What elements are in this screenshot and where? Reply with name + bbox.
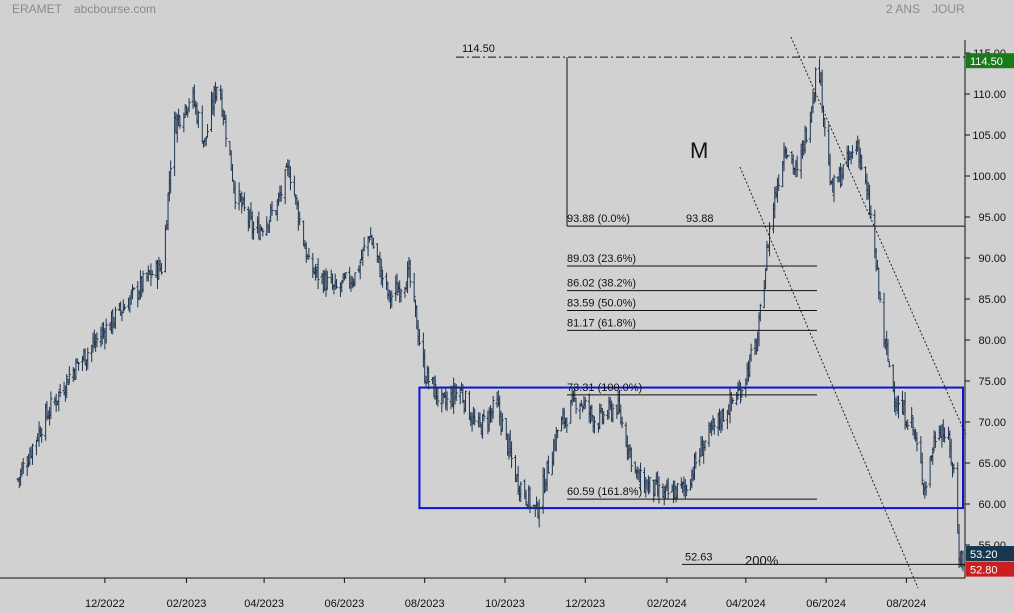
x-tick-label: 02/2023 [167,598,207,610]
high-price-tag: 114.50 [966,53,1014,69]
x-tick-label: 08/2024 [887,598,927,610]
x-tick-label: 08/2023 [405,598,445,610]
x-tick-label: 06/2024 [806,598,846,610]
y-tick-label: 70.00 [978,417,1006,429]
x-tick-label: 10/2023 [485,598,525,610]
y-tick-label: 105.00 [972,130,1006,142]
fib-level-label: 89.03 (23.6%) [567,253,636,265]
fib-level-label: 93.88 (0.0%) [567,213,630,225]
period-label[interactable]: 2 ANS [886,2,921,16]
low-price-tag-text: 52.80 [970,565,998,577]
lower-trendline [739,166,919,589]
fib-level-label: 81.17 (61.8%) [567,317,636,329]
x-tick-label: 04/2024 [726,598,766,610]
frequency-label[interactable]: JOUR [932,2,965,16]
last-price-tag-text: 53.20 [970,549,998,561]
high-price-tag-text: 114.50 [970,56,1003,68]
low-price-tag-bg [966,561,1014,577]
y-tick-label: 90.00 [978,253,1006,265]
fib-level-label: 73.31 (100.0%) [567,382,642,394]
fib-level-label: 86.02 (38.2%) [567,278,636,290]
y-tick-label: 80.00 [978,335,1006,347]
x-tick-label: 04/2023 [244,598,284,610]
fib-level-label: 60.59 (161.8%) [567,486,642,498]
upper-trendline [790,36,967,436]
x-tick-label: 02/2024 [647,598,687,610]
source-label: abcbourse.com [74,2,157,16]
x-tick-label: 06/2023 [325,598,365,610]
ticker-label: ERAMET [12,2,63,16]
extension-200-label: 200% [745,553,779,568]
y-tick-label: 60.00 [978,499,1006,511]
y-tick-label: 95.00 [978,212,1006,224]
y-tick-label: 75.00 [978,376,1006,388]
range-box [418,386,965,510]
resistance-label: 114.50 [462,43,495,55]
low-price-tag: 52.80 [966,561,1014,577]
fib-level-right-label: 93.88 [686,213,714,225]
fib-level-label: 52.63 [685,551,713,563]
fib-level-label: 83.59 (50.0%) [567,298,636,310]
x-tick-label: 12/2023 [565,598,605,610]
y-tick-label: 85.00 [978,294,1006,306]
last-price-tag-bg [966,546,1014,562]
pattern-letter-annotation: M [690,138,708,163]
ohlc-bars [16,58,965,572]
high-price-tag-bg [966,53,1014,69]
y-tick-label: 110.00 [973,89,1006,101]
y-tick-label: 100.00 [972,171,1006,183]
x-tick-label: 12/2022 [85,598,125,610]
y-tick-label: 65.00 [978,458,1006,470]
last-price-tag: 53.20 [966,546,1014,562]
